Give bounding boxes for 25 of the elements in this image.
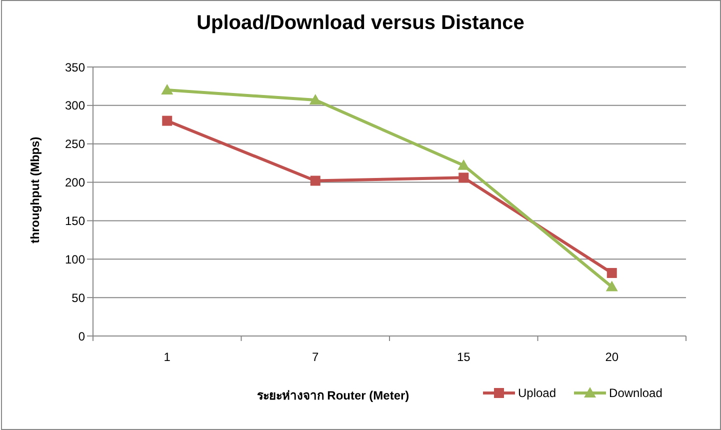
legend-label: Download	[609, 386, 662, 400]
y-tick-label: 350	[64, 60, 86, 74]
y-tick-label: 150	[64, 214, 86, 228]
point	[606, 268, 617, 278]
point	[161, 84, 174, 95]
x-tick-label: 7	[312, 350, 320, 364]
chart-title: Upload/Download versus Distance	[196, 12, 526, 35]
point	[162, 116, 172, 126]
legend-label: Upload	[518, 386, 556, 400]
y-tick-label: 200	[64, 176, 86, 190]
y-tick-label: 50	[72, 290, 86, 305]
point	[310, 176, 320, 186]
point	[458, 159, 470, 170]
x-tick-label: 15	[456, 350, 471, 364]
y-tick-label: 100	[64, 252, 86, 266]
y-tick-label: 0	[78, 329, 86, 344]
x-tick-label: 20	[605, 350, 619, 364]
y-axis-title: throughput (Mbps)	[28, 136, 42, 244]
point	[458, 172, 469, 183]
point	[606, 280, 618, 292]
x-axis-title: ระยะห่างจาก Router (Meter)	[256, 388, 410, 404]
y-tick-label: 250	[64, 137, 86, 152]
y-tick-label: 300	[64, 98, 86, 113]
point	[309, 94, 322, 105]
x-tick-label: 1	[164, 350, 171, 364]
